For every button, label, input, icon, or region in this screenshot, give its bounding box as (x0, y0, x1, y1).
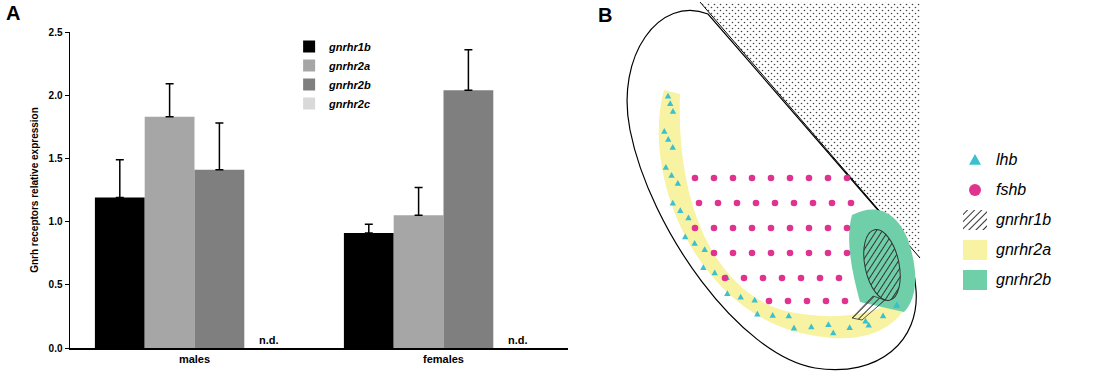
svg-text:n.d.: n.d. (508, 334, 528, 346)
svg-text:1.5: 1.5 (49, 153, 63, 164)
svg-text:fshb: fshb (996, 181, 1026, 198)
html-text:A: A (6, 2, 21, 24)
svg-text:gnrhr2a: gnrhr2a (996, 241, 1051, 258)
svg-text:1.0: 1.0 (49, 216, 63, 227)
svg-text:2.5: 2.5 (49, 27, 63, 38)
svg-text:gnrhr1b: gnrhr1b (996, 211, 1051, 228)
svg-text:lhb: lhb (996, 151, 1017, 168)
svg-text:Gnrh receptors relative expres: Gnrh receptors relative expression (29, 107, 40, 273)
svg-text:gnrhr2c: gnrhr2c (328, 98, 370, 110)
svg-text:gnrhr2a: gnrhr2a (328, 60, 370, 72)
svg-text:males: males (179, 353, 210, 365)
svg-text:gnrhr1b: gnrhr1b (328, 41, 371, 53)
svg-text:females: females (423, 353, 464, 365)
svg-text:n.d.: n.d. (259, 334, 279, 346)
svg-text:2.0: 2.0 (49, 90, 63, 101)
svg-text:gnrhr2b: gnrhr2b (328, 79, 371, 91)
svg-text:gnrhr2b: gnrhr2b (996, 271, 1051, 288)
svg-text:B: B (598, 4, 612, 26)
svg-text:0.0: 0.0 (49, 343, 63, 354)
svg-text:0.5: 0.5 (49, 279, 63, 290)
